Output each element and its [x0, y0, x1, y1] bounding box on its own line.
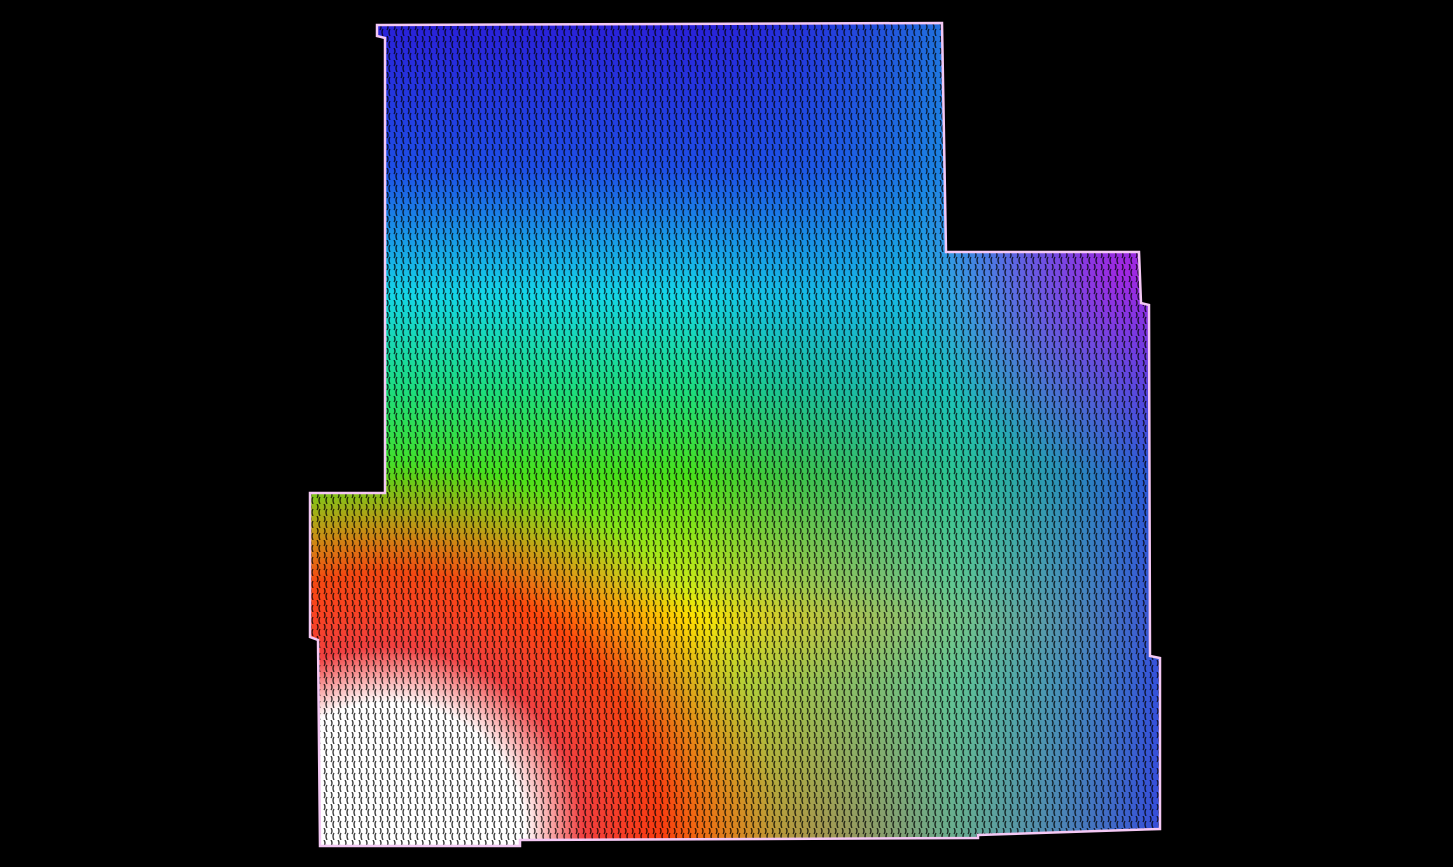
boundary-outline — [308, 21, 1162, 848]
